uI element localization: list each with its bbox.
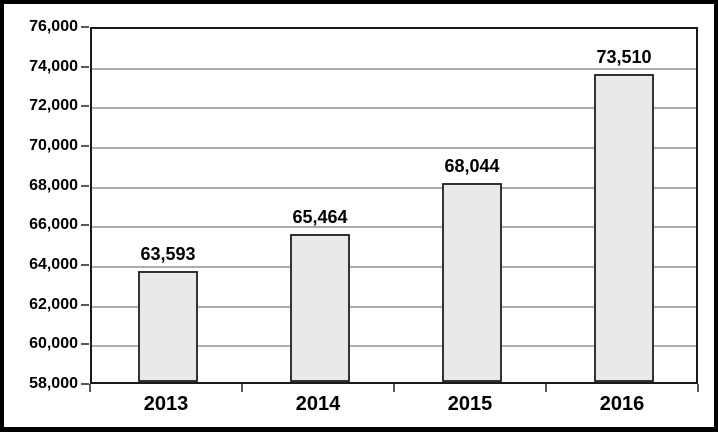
x-tick-label-2015: 2015 <box>447 393 493 415</box>
x-tick-mark <box>545 384 547 392</box>
x-tick-mark <box>241 384 243 392</box>
y-tick-mark <box>81 224 89 227</box>
y-tick-mark <box>81 184 89 187</box>
y-tick-mark <box>81 303 89 306</box>
y-tick-label-66,000: 66,000 <box>29 216 78 234</box>
y-tick-label-64,000: 64,000 <box>29 256 78 273</box>
x-tick-label-2014: 2014 <box>295 393 341 415</box>
gridline-72,000 <box>92 107 696 110</box>
gridline-66,000 <box>92 226 696 229</box>
bar-value-label-2015: 68,044 <box>444 155 500 176</box>
y-tick-label-70,000: 70,000 <box>29 137 78 154</box>
gridline-64,000 <box>92 266 696 268</box>
x-tick-mark <box>89 384 91 392</box>
bar-2013 <box>138 271 198 382</box>
y-tick-mark <box>81 383 89 385</box>
bar-2016 <box>594 74 654 382</box>
y-tick-label-72,000: 72,000 <box>29 97 78 115</box>
gridline-68,000 <box>92 186 696 189</box>
y-tick-label-62,000: 62,000 <box>29 295 78 313</box>
x-tick-mark <box>393 384 395 392</box>
y-tick-mark <box>81 264 89 266</box>
y-tick-label-68,000: 68,000 <box>29 176 78 194</box>
y-tick-label-76,000: 76,000 <box>29 18 78 35</box>
y-tick-mark <box>81 105 89 108</box>
x-tick-label-2016: 2016 <box>599 393 645 415</box>
bar-value-label-2016: 73,510 <box>596 47 652 68</box>
bar-2015 <box>442 182 502 382</box>
plot-area: 63,593 65,464 68,044 73,510 <box>90 27 698 384</box>
gridline-70,000 <box>92 147 696 149</box>
y-tick-mark <box>81 65 89 68</box>
x-tick-mark <box>697 384 699 392</box>
gridline-60,000 <box>92 345 696 348</box>
y-tick-label-74,000: 74,000 <box>29 57 78 75</box>
bar-2014 <box>290 233 350 382</box>
gridline-74,000 <box>92 67 696 70</box>
y-tick-mark <box>81 26 89 28</box>
bar-value-label-2014: 65,464 <box>292 206 348 227</box>
bar-value-label-2013: 63,593 <box>140 244 196 265</box>
y-tick-label-58,000: 58,000 <box>29 375 78 392</box>
y-tick-label-60,000: 60,000 <box>29 335 78 353</box>
y-tick-mark <box>81 343 89 346</box>
x-tick-label-2013: 2013 <box>143 393 189 415</box>
y-tick-mark <box>81 145 89 147</box>
gridline-62,000 <box>92 305 696 308</box>
